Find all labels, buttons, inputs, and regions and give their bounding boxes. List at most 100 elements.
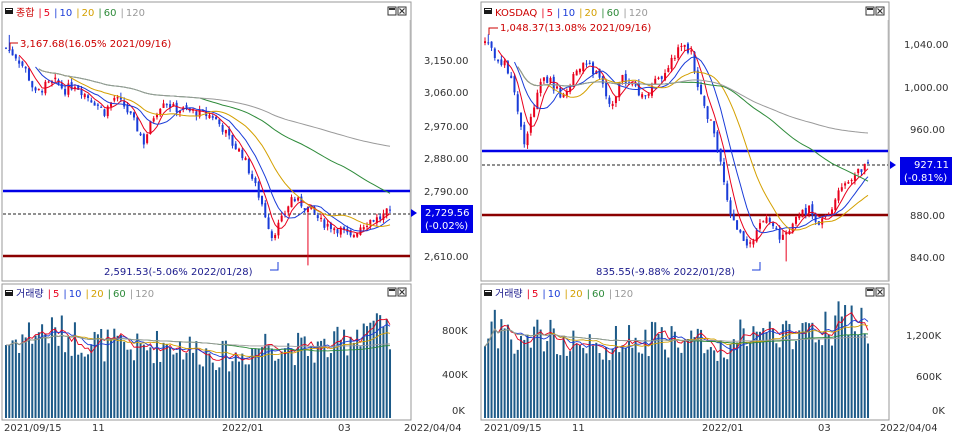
volume-bar (608, 360, 611, 418)
volume-bar (297, 332, 300, 418)
volume-bar (241, 353, 244, 418)
x-tick: 2022/04/04 (880, 423, 938, 433)
candle-body (149, 121, 152, 134)
volume-bar (539, 329, 542, 418)
volume-bar (631, 347, 634, 418)
volume-bar (87, 354, 90, 418)
right-price-ticks: 1,040.00 1,000.00 960.00 880.00 840.00 (904, 40, 949, 264)
volume-bar (605, 347, 608, 418)
volume-bar (726, 359, 729, 418)
candle-body (686, 43, 689, 53)
volume-bar (624, 347, 627, 418)
price-tick: 2,790.00 (424, 187, 469, 198)
candle-body (526, 133, 529, 146)
volume-bar (231, 361, 234, 418)
volume-bar (808, 323, 811, 418)
candle-body (247, 158, 250, 174)
volume-bar (520, 335, 523, 418)
volume-bar (781, 324, 784, 418)
close-icon[interactable] (397, 6, 407, 16)
right-price-frame (480, 1, 890, 282)
volume-bar (283, 348, 286, 418)
volume-bar (320, 340, 323, 418)
volume-menu-icon[interactable] (484, 290, 492, 296)
volume-square-icon[interactable] (865, 287, 875, 297)
volume-bar (73, 322, 76, 418)
volume-ma-10-line (484, 318, 869, 351)
volume-bar (483, 346, 487, 418)
volume-bar (559, 355, 562, 418)
candle-body (221, 125, 224, 132)
candle-body (700, 84, 703, 95)
candle-body (4, 47, 8, 49)
candle-body (608, 97, 611, 104)
volume-bar (804, 322, 807, 418)
volume-bar (382, 326, 385, 418)
volume-bar (100, 328, 103, 418)
left-candles (4, 34, 392, 266)
left-last-value-box (421, 205, 473, 233)
square-icon[interactable] (387, 6, 397, 16)
volume-bar (244, 364, 247, 418)
volume-menu-icon[interactable] (5, 290, 13, 296)
volume-bar (840, 316, 843, 418)
volume-bar (264, 333, 267, 418)
candle-body (283, 213, 286, 215)
candle-body (290, 197, 293, 208)
volume-bar (323, 338, 326, 418)
volume-bar (50, 317, 53, 418)
volume-bar (343, 329, 346, 418)
close-icon[interactable] (875, 6, 885, 16)
candle-body (172, 103, 175, 107)
left-volume-ticks: 800K 400K 0K (442, 326, 468, 417)
volume-bar (21, 334, 24, 418)
candle-body (90, 100, 93, 103)
price-tick: 880.00 (910, 211, 945, 222)
candle-body (313, 207, 316, 213)
volume-bar (719, 340, 722, 418)
volume-bar (139, 343, 142, 418)
left-price-frame (1, 1, 412, 282)
volume-bar (136, 333, 139, 418)
candle-body (601, 76, 604, 84)
candle-body (549, 77, 552, 83)
volume-bar (34, 335, 37, 418)
volume-bar (837, 301, 840, 418)
volume-close-icon[interactable] (875, 287, 885, 297)
volume-bar (152, 363, 155, 418)
volume-bar (123, 341, 126, 418)
volume-bar (673, 331, 676, 418)
volume-bar (270, 348, 273, 418)
volume-bar (165, 343, 168, 418)
volume-bar (503, 328, 506, 418)
candle-body (523, 124, 526, 145)
volume-tick: 0K (932, 406, 945, 417)
volume-bar (366, 326, 369, 418)
candle-body (798, 215, 801, 219)
volume-bar (598, 353, 601, 418)
candle-body (680, 45, 683, 47)
volume-close-icon[interactable] (397, 287, 407, 297)
volume-square-icon[interactable] (387, 287, 397, 297)
candle-body (641, 94, 644, 98)
volume-bar (634, 337, 637, 418)
volume-legend: 거래량 | 5 | 10 | 20 | 60 | 120 (16, 288, 154, 300)
candle-body (375, 217, 378, 224)
x-tick: 2022/01 (222, 423, 264, 433)
x-tick: 2022/01 (702, 423, 744, 433)
volume-bar (650, 321, 653, 418)
volume-bar (188, 336, 191, 418)
menu-icon[interactable] (5, 8, 13, 14)
menu-icon[interactable] (484, 8, 492, 14)
candle-body (159, 108, 162, 116)
volume-ma-120-line (484, 328, 869, 347)
candle-body (57, 79, 60, 85)
left-last-value: 2,729.56 (425, 208, 470, 219)
candle-body (569, 85, 572, 92)
volume-bar (817, 339, 820, 418)
square-icon[interactable] (865, 6, 875, 16)
candle-body (8, 50, 11, 52)
volume-bar (654, 322, 657, 418)
left-high-pointer (9, 42, 18, 50)
candle-body (588, 62, 591, 64)
